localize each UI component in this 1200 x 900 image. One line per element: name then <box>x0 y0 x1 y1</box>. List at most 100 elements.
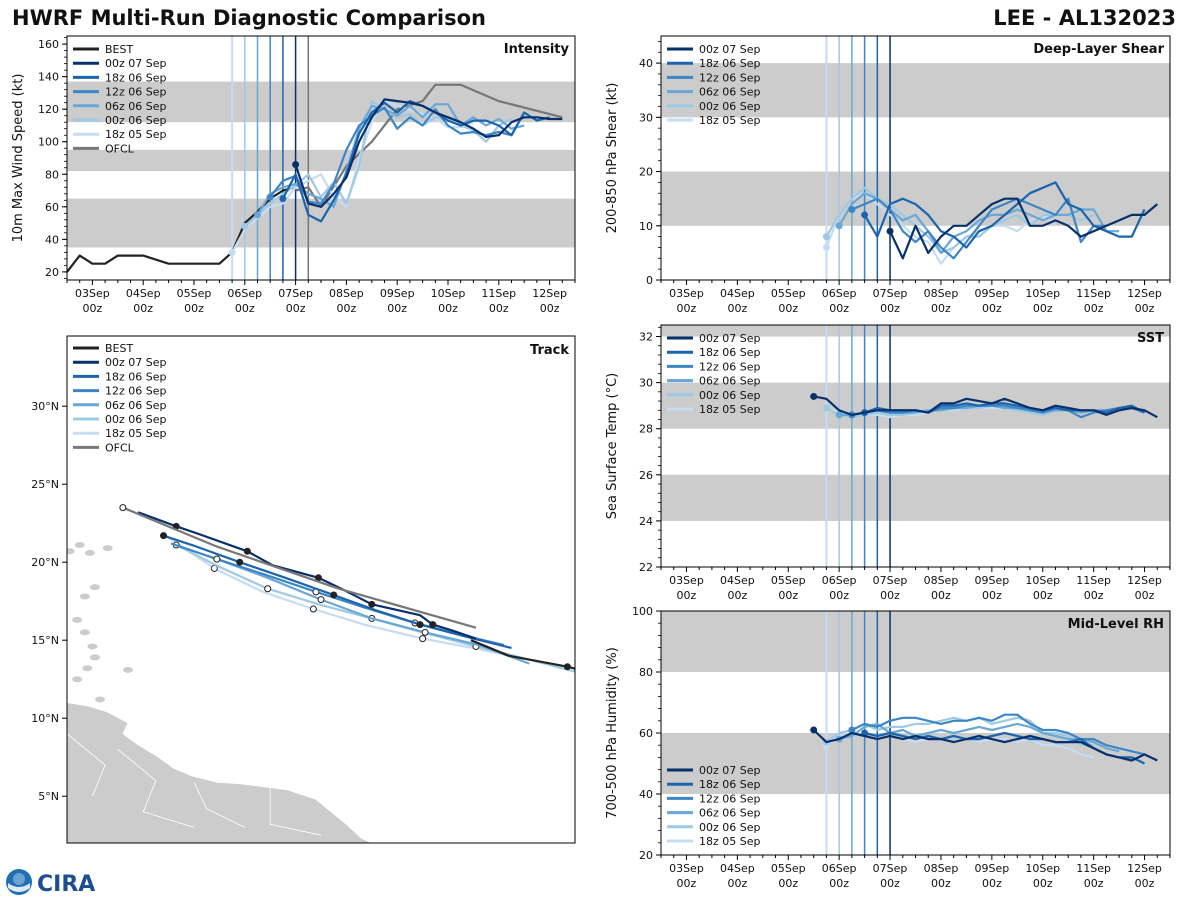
series-start-marker <box>822 233 830 241</box>
legend-label: 00z 07 Sep <box>105 57 167 70</box>
panel-title: Track <box>530 343 569 358</box>
panel-sst: 03Sep 00z 04Sep 00z 05Sep 00z 06Sep 00z 07Sep 00z… <box>605 324 1171 602</box>
y-tick-label: 20 <box>639 166 653 179</box>
island <box>95 696 106 703</box>
series-start-marker <box>292 161 300 169</box>
track-marker <box>236 558 244 566</box>
y-tick-label: 60 <box>45 201 59 214</box>
series-line <box>244 100 513 228</box>
island <box>79 629 90 636</box>
x-tick-label: 00z <box>1135 877 1155 890</box>
panel-title: Intensity <box>504 42 570 57</box>
x-tick-label: 05Sep <box>771 287 806 300</box>
legend-label: 12z 06 Sep <box>105 385 167 398</box>
x-tick-label: 06Sep <box>822 862 857 875</box>
series-start-marker <box>822 404 830 412</box>
x-tick-label: 08Sep <box>924 574 959 587</box>
y-tick-label: 140 <box>38 71 59 84</box>
track-marker <box>421 628 429 636</box>
y-axis-label: 200-850 hPa Shear (kt) <box>605 83 620 234</box>
country-border <box>67 733 106 797</box>
island <box>87 643 98 650</box>
track-line <box>170 542 505 646</box>
y-tick-label: 40 <box>639 57 653 70</box>
best-track-marker <box>632 680 639 687</box>
x-tick-label: 03Sep <box>669 574 704 587</box>
legend-label: 18z 06 Sep <box>699 57 761 70</box>
legend-label: 00z 06 Sep <box>699 100 761 113</box>
legend-label: 18z 06 Sep <box>699 346 761 359</box>
plot-area <box>661 36 1170 280</box>
x-tick-label: 00z <box>982 589 1002 602</box>
series-start-marker <box>886 227 894 235</box>
shaded-band <box>661 611 1170 672</box>
x-tick-label: 00z <box>677 589 697 602</box>
x-tick-label: 04Sep <box>126 287 161 300</box>
series-line <box>851 197 1107 260</box>
y-tick-label: 24 <box>639 515 653 528</box>
legend-label: 12z 06 Sep <box>699 71 761 84</box>
x-tick-label: 00z <box>727 302 747 315</box>
series-start-marker <box>279 195 287 203</box>
x-tick-label: 04Sep <box>720 574 755 587</box>
x-tick-label: 00z <box>829 302 849 315</box>
island <box>74 542 85 549</box>
storm-title: LEE - AL132023 <box>993 6 1176 30</box>
series-start-marker <box>835 411 843 419</box>
x-tick-label: 05Sep <box>771 574 806 587</box>
series-start-marker <box>810 726 818 734</box>
track-marker <box>429 621 437 629</box>
legend-label: 00z 06 Sep <box>105 114 167 127</box>
x-tick-label: 06Sep <box>822 287 857 300</box>
series-line <box>889 197 1159 260</box>
map-frame <box>66 335 576 844</box>
y-tick-label: 22 <box>639 561 653 574</box>
x-tick-label: 05Sep <box>771 862 806 875</box>
legend-label: BEST <box>105 342 133 355</box>
track-line <box>216 558 530 665</box>
legend-label: 18z 05 Sep <box>105 427 167 440</box>
legend-label: BEST <box>105 43 133 56</box>
island <box>102 545 113 552</box>
x-tick-label: 00z <box>438 302 458 315</box>
legend-label: 00z 07 Sep <box>105 356 167 369</box>
x-tick-label: 00z <box>1084 589 1104 602</box>
lat-tick-label: 30°N <box>31 400 59 413</box>
x-tick-label: 00z <box>83 302 103 315</box>
track-line <box>175 544 575 673</box>
x-tick-label: 10Sep <box>1025 862 1060 875</box>
country-border <box>117 749 195 828</box>
lat-tick-label: 25°N <box>31 478 59 491</box>
legend-label: 00z 06 Sep <box>105 413 167 426</box>
island <box>89 584 100 591</box>
plot-area <box>67 36 575 280</box>
x-tick-label: 00z <box>1135 302 1155 315</box>
y-tick-label: 0 <box>646 274 653 287</box>
island <box>79 593 90 600</box>
lat-tick-label: 10°N <box>31 712 59 725</box>
x-tick-label: 00z <box>677 302 697 315</box>
track-line <box>162 533 525 660</box>
x-tick-label: 00z <box>880 589 900 602</box>
track-marker <box>317 596 325 604</box>
x-tick-label: 09Sep <box>380 287 415 300</box>
shaded-band <box>67 149 575 172</box>
x-tick-label: 07Sep <box>278 287 313 300</box>
x-tick-label: 00z <box>829 877 849 890</box>
x-tick-label: 00z <box>880 877 900 890</box>
series-start-marker <box>861 211 869 219</box>
legend-label: 06z 06 Sep <box>699 807 761 820</box>
panel-title: SST <box>1137 331 1164 346</box>
x-tick-label: 08Sep <box>329 287 364 300</box>
y-tick-label: 80 <box>639 666 653 679</box>
x-tick-label: 00z <box>540 302 560 315</box>
shaded-band <box>67 81 575 123</box>
x-tick-label: 00z <box>1033 877 1053 890</box>
series-start-marker <box>266 193 274 201</box>
series-start-marker <box>822 243 830 251</box>
y-tick-label: 60 <box>639 727 653 740</box>
legend-label: 18z 05 Sep <box>699 403 761 416</box>
country-border <box>269 788 322 836</box>
